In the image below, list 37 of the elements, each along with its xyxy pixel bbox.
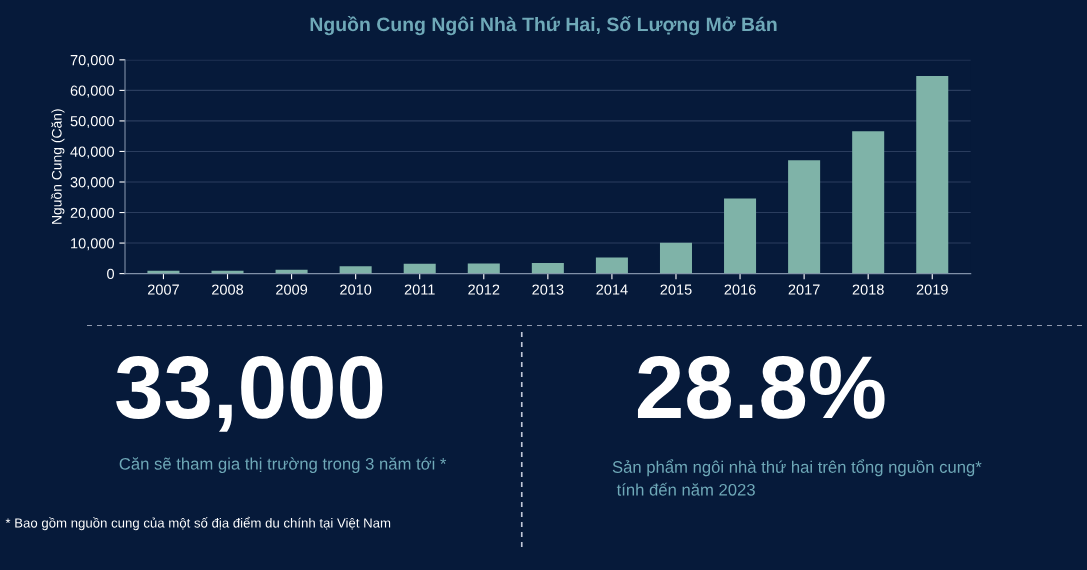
bar <box>852 131 885 274</box>
bar <box>659 242 692 274</box>
x-tick-label: 2016 <box>724 284 756 295</box>
text: Căn sẽ tham gia thị trường trong 3 năm tới * <box>119 457 447 473</box>
y-tick-label: 30,000 <box>70 177 115 190</box>
x-tick-label: 2007 <box>147 284 179 295</box>
y-tick-label: 20,000 <box>70 207 115 220</box>
y-tick-label: 50,000 <box>70 116 115 129</box>
y-tick-label: 40,000 <box>70 146 115 159</box>
x-tick-label: 2015 <box>660 284 692 295</box>
y-tick-label: 0 <box>107 268 115 280</box>
bar <box>531 262 564 274</box>
y-tick-label: 70,000 <box>70 54 115 67</box>
x-tick-label: 2008 <box>212 284 244 295</box>
text: 33,000 <box>116 355 383 432</box>
bar <box>724 198 757 274</box>
y-axis-title: Nguồn Cung (Căn) <box>50 109 65 224</box>
x-tick-label: 2012 <box>468 284 500 295</box>
y-tick-label: 60,000 <box>70 85 115 98</box>
bar <box>339 266 372 274</box>
bar <box>595 257 628 274</box>
text: * Bao gồm nguồn cung của một số địa điểm du chính tại Việt Nam <box>5 516 391 531</box>
bar <box>788 160 821 274</box>
x-tick-label: 2014 <box>596 284 628 295</box>
text: 28.8% <box>637 355 885 419</box>
y-tick-label: 10,000 <box>71 238 115 251</box>
x-tick-label: 2010 <box>340 284 372 295</box>
bar <box>916 76 949 274</box>
chart-title: Nguồn Cung Ngôi Nhà Thứ Hai, Số Lượng Mở Bán <box>310 16 777 36</box>
x-tick-label: 2019 <box>916 284 948 295</box>
text: Sản phẩm ngôi nhà thứ hai trên tổng nguồn cung* tính đến năm 2023 <box>612 459 982 496</box>
x-tick-label: 2013 <box>532 284 564 295</box>
bar <box>403 263 436 274</box>
x-tick-label: 2017 <box>788 284 820 295</box>
x-tick-label: 2018 <box>852 284 884 295</box>
x-tick-label: 2011 <box>404 284 435 295</box>
x-tick-label: 2009 <box>276 284 308 295</box>
